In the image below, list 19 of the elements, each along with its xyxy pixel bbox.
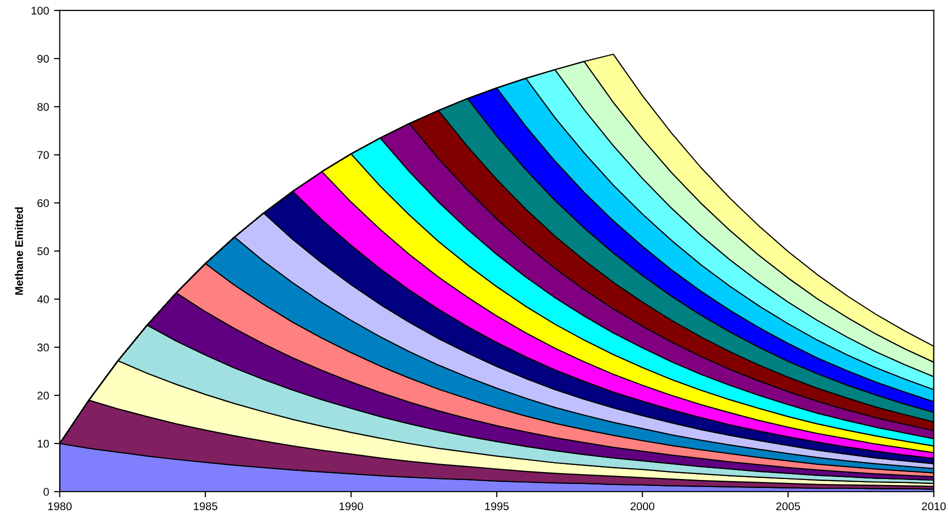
y-tick-label: 80 — [37, 102, 49, 111]
x-tick-label: 2000 — [630, 502, 654, 510]
x-tick-label: 2010 — [922, 502, 946, 510]
y-tick-label: 70 — [38, 151, 49, 159]
x-tick-label: 1995 — [485, 502, 509, 510]
y-tick-label: 100 — [32, 6, 49, 15]
y-tick-label: 90 — [37, 54, 49, 63]
y-tick-label: 50 — [37, 247, 49, 256]
y-tick-label: 40 — [37, 295, 49, 304]
y-tick-label: 30 — [37, 344, 49, 352]
x-tick-label: 2005 — [776, 502, 800, 510]
y-tick-label: 60 — [38, 199, 49, 208]
y-axis-title: Methane Emitted — [14, 207, 24, 295]
y-tick-label: 20 — [38, 392, 49, 400]
x-tick-label: 1990 — [340, 502, 363, 510]
y-tick-label: 0 — [44, 488, 49, 496]
x-tick-label: 1980 — [48, 502, 72, 510]
y-tick-label: 10 — [38, 440, 49, 448]
x-tick-label: 1985 — [194, 502, 218, 510]
